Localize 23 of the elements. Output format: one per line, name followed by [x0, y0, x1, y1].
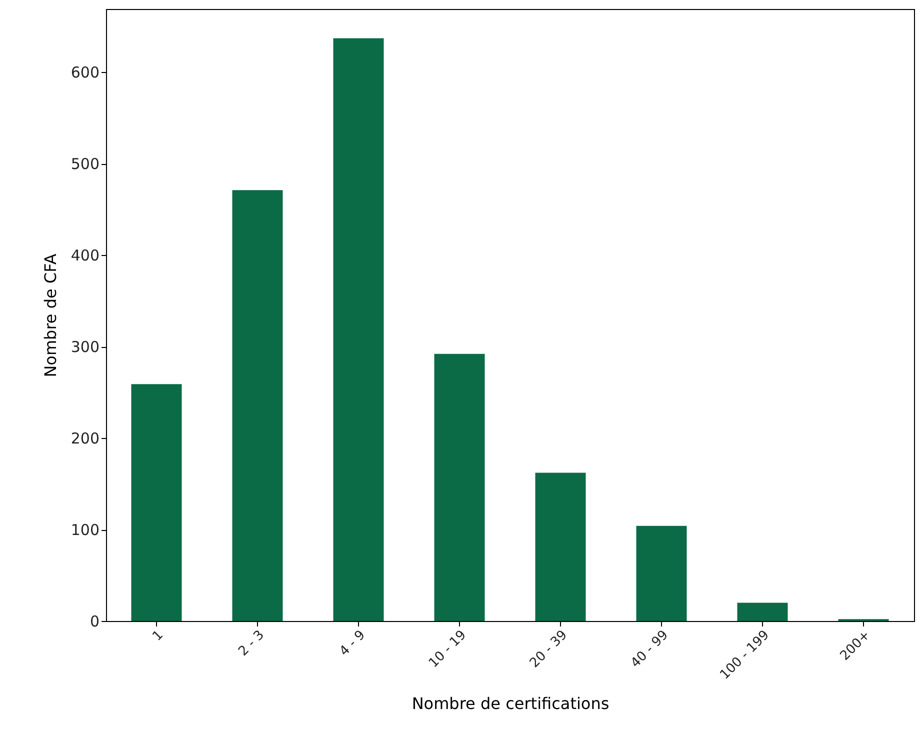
y-tick-label: 600 — [70, 64, 100, 82]
y-tick-label: 0 — [90, 612, 100, 630]
y-tick-label: 400 — [70, 246, 100, 265]
y-tick-label: 500 — [70, 155, 100, 174]
y-tick-label: 300 — [70, 338, 100, 356]
x-tick-label: 20 - 39 — [527, 628, 570, 671]
bar — [333, 38, 384, 621]
x-axis-title: Nombre de certifications — [412, 694, 610, 713]
x-tick-label: 40 - 99 — [628, 628, 672, 671]
x-tick-label: 2 - 3 — [236, 628, 268, 660]
y-tick-label: 200 — [70, 430, 100, 448]
bar — [232, 190, 283, 621]
bar — [636, 526, 687, 621]
bar — [131, 384, 182, 621]
x-tick-label: 1 — [150, 628, 166, 644]
x-tick-label: 100 - 199 — [718, 628, 772, 683]
y-axis-title: Nombre de CFA — [40, 254, 60, 378]
bar — [535, 472, 586, 621]
bar — [434, 354, 485, 621]
x-tick-label: 4 - 9 — [336, 628, 368, 660]
x-tick-label: 10 - 19 — [426, 628, 470, 671]
bar — [737, 602, 788, 621]
y-tick-label: 100 — [70, 521, 100, 540]
